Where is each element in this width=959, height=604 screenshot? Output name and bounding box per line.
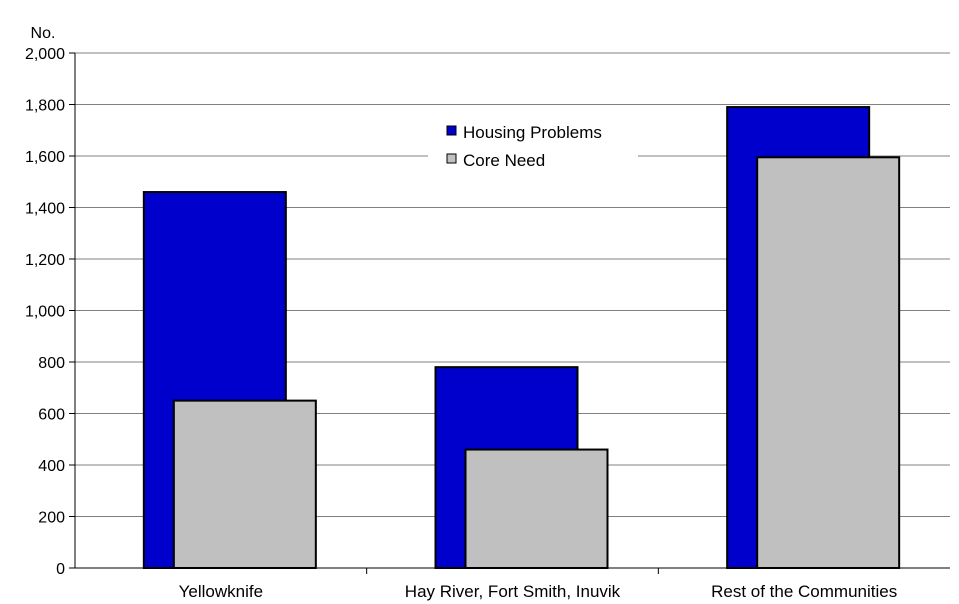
- y-tick-label: 1,000: [25, 304, 65, 321]
- y-tick-label: 600: [38, 407, 65, 424]
- bar-core-need: [172, 399, 317, 569]
- x-category-label: Rest of the Communities: [711, 582, 897, 601]
- y-tick-label: 1,400: [25, 201, 65, 218]
- y-tick-label: 2,000: [25, 46, 65, 63]
- legend-swatch: [446, 125, 457, 136]
- legend-box: [428, 116, 638, 182]
- labels: 0 200 400 600 800 1,000 1,200 1,400 1,600 1,800 2,…: [25, 25, 897, 601]
- y-tick-label: 1,600: [25, 149, 65, 166]
- y-tick-label: 1,800: [25, 98, 65, 115]
- legend: Housing Problems Core Need: [428, 116, 638, 182]
- x-category-label: Yellowknife: [179, 582, 263, 601]
- x-category-label: Hay River, Fort Smith, Inuvik: [405, 582, 621, 601]
- y-tick-label: 800: [38, 355, 65, 372]
- legend-label: Core Need: [463, 151, 545, 170]
- bars: [142, 106, 901, 570]
- legend-label: Housing Problems: [463, 123, 602, 142]
- bar-core-need: [756, 156, 901, 569]
- y-tick-label: 0: [56, 561, 65, 578]
- bar-core-need: [464, 448, 609, 569]
- y-tick-label: 400: [38, 458, 65, 475]
- y-axis-unit-label: No.: [31, 25, 56, 42]
- y-tick-label: 1,200: [25, 252, 65, 269]
- y-tick-label: 200: [38, 510, 65, 527]
- legend-swatch: [446, 153, 457, 164]
